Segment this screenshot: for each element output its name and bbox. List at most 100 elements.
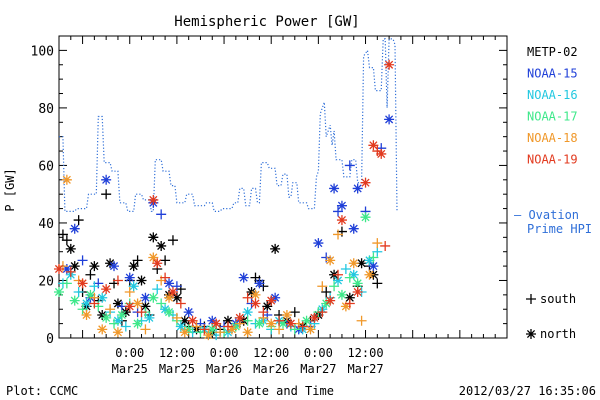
north-data-point — [222, 315, 233, 326]
x-tick-label-time: 0:00 — [210, 346, 239, 360]
south-data-point — [167, 235, 178, 246]
y-tick-label: 20 — [38, 274, 54, 289]
south-data-point — [317, 307, 328, 318]
north-data-point — [301, 315, 312, 326]
north-data-point — [140, 301, 151, 312]
x-tick-label-date: Mar27 — [300, 362, 336, 376]
x-tick-label-date: Mar26 — [253, 362, 289, 376]
north-data-point — [348, 258, 359, 269]
north-data-point — [81, 309, 92, 320]
north-data-point — [101, 174, 112, 185]
x-tick-label-date: Mar27 — [347, 362, 383, 376]
north-data-point — [238, 272, 249, 283]
south-data-point — [57, 229, 68, 240]
north-data-point — [54, 263, 64, 274]
north-data-point — [348, 269, 359, 280]
south-data-point — [171, 312, 182, 323]
north-data-point — [270, 292, 281, 303]
north-data-point — [124, 301, 135, 312]
north-data-point — [203, 330, 214, 341]
footer-plot-credit: Plot: CCMC — [6, 384, 78, 398]
north-data-point — [136, 275, 147, 286]
north-data-point — [81, 298, 92, 309]
north-data-point — [230, 321, 241, 332]
north-data-point — [270, 243, 281, 254]
south-data-point — [289, 324, 300, 335]
x-axis-label: Date and Time — [240, 384, 334, 398]
south-data-point — [156, 298, 167, 309]
north-data-point — [329, 183, 340, 194]
south-data-point — [344, 272, 355, 283]
south-data-point — [156, 209, 167, 220]
north-data-point — [246, 286, 257, 297]
north-data-point — [69, 295, 80, 306]
north-data-point — [352, 183, 363, 194]
legend-ovation: – Ovation — [514, 208, 579, 222]
x-tick-label-date: Mar25 — [159, 362, 195, 376]
south-data-point — [77, 304, 88, 315]
north-data-point — [384, 114, 395, 125]
south-data-point — [65, 266, 76, 277]
north-data-point — [164, 292, 175, 303]
north-data-point — [167, 286, 178, 297]
north-data-point — [140, 292, 151, 303]
south-data-point — [372, 278, 383, 289]
legend-entry: NOAA-19 — [527, 153, 578, 167]
north-data-point — [211, 318, 222, 329]
north-data-point — [242, 327, 253, 338]
south-data-point — [140, 324, 151, 335]
south-data-point — [333, 269, 344, 280]
north-data-point — [254, 278, 265, 289]
north-data-point — [340, 301, 351, 312]
north-data-point — [69, 223, 80, 234]
south-data-point — [356, 315, 367, 326]
north-data-point — [116, 309, 127, 320]
north-data-point — [179, 315, 190, 326]
north-data-point — [97, 309, 108, 320]
north-data-point — [101, 312, 112, 323]
y-tick-label: 0 — [46, 332, 54, 347]
north-data-point — [171, 292, 182, 303]
north-data-point — [254, 318, 265, 329]
north-data-point — [152, 258, 163, 269]
x-tick-label-time: 12:00 — [253, 346, 289, 360]
south-data-point — [105, 304, 116, 315]
north-data-point — [175, 321, 186, 332]
north-data-point — [321, 298, 332, 309]
north-data-point — [61, 174, 72, 185]
north-data-point — [376, 148, 387, 159]
north-data-point — [105, 258, 116, 269]
north-data-point — [69, 261, 80, 272]
north-data-point — [112, 315, 123, 326]
north-data-point — [266, 318, 277, 329]
south-data-point — [136, 307, 147, 318]
north-data-point — [309, 312, 320, 323]
north-data-point — [156, 240, 167, 251]
south-data-point — [160, 272, 171, 283]
north-data-point — [183, 324, 194, 335]
north-data-point — [352, 286, 363, 297]
north-data-point — [352, 278, 363, 289]
north-data-point — [61, 263, 72, 274]
north-data-point — [144, 312, 155, 323]
south-data-point — [101, 189, 112, 200]
legend-entry: METP-02 — [527, 45, 578, 59]
plot-area: 0 20 40 60 80 100 0:00 Mar25 12:00 Mar25 0:00 Mar26… — [31, 35, 536, 376]
south-data-point — [61, 278, 72, 289]
north-data-point — [266, 295, 277, 306]
north-data-point — [250, 298, 261, 309]
south-data-point — [120, 321, 131, 332]
north-data-point — [109, 261, 120, 272]
north-data-point — [97, 324, 108, 335]
south-data-point — [368, 252, 379, 263]
north-data-point — [54, 286, 64, 297]
south-data-point — [215, 327, 226, 338]
north-data-point — [97, 292, 108, 303]
south-data-point — [175, 298, 186, 309]
south-data-point — [317, 281, 328, 292]
legend-ovation-sub: Prime HPI — [527, 222, 592, 236]
north-data-point — [148, 252, 159, 263]
north-data-point — [65, 243, 76, 254]
north-data-point — [101, 284, 112, 295]
legend-marker-north: north — [540, 327, 576, 341]
